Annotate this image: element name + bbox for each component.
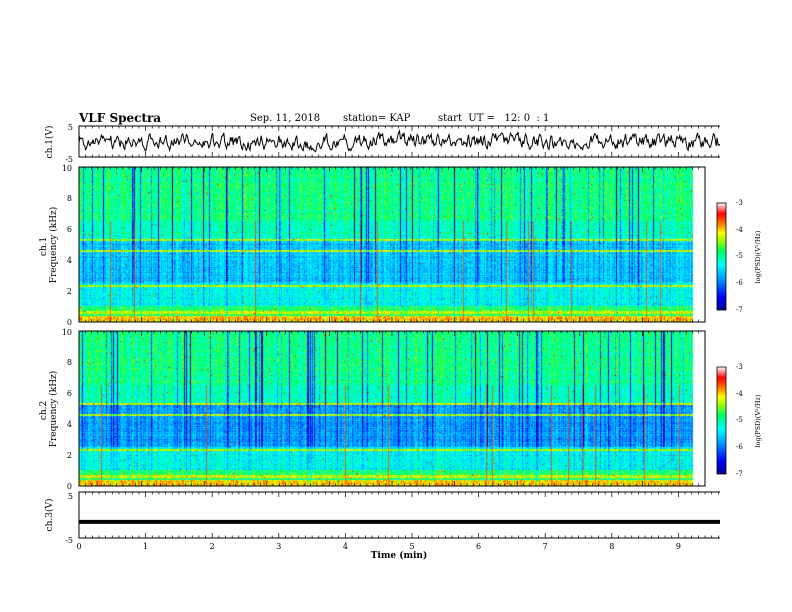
time-tick-label: 3 [276,542,281,551]
time-tick-label: 2 [210,542,215,551]
ch2-spec-xticks [78,331,706,486]
ch2-spec-ylabel-line2: Frequency (kHz) [48,371,59,448]
ch1-spec-ytick-0: 0 [67,318,72,327]
ch1-cbar-tick-m5: -5 [736,252,743,260]
ch2-spec-ytick-8: 8 [67,358,72,367]
ch1-xticks [78,126,719,157]
ch1-spec-ylabel-line1: ch.1 [39,237,49,256]
ch1-cbar-tick-m3: -3 [736,199,743,207]
ch2-cbar-tick-m3: -3 [736,363,743,371]
ch2-cbar-tick-m6: -6 [736,443,743,451]
ch2-cbar-label: log(PSD)(V²/Hz) [754,394,762,447]
ch1-spectrogram-panel [79,167,704,322]
time-tick-label: 9 [676,542,681,551]
ch1-spectrogram-axes: 0 2 4 6 8 10 ch.1 Frequency (kHz) [39,164,706,327]
ch2-cbar-tick-m4: -4 [736,390,743,398]
ch3-waveform-panel: 5 -5 ch.3(V) 012345678910 Time (min) [44,491,720,561]
ch1-waveform-line [78,129,720,153]
time-tick-label: 8 [609,542,614,551]
time-tick-label: 6 [476,542,481,551]
time-tick-label: 0 [76,542,81,551]
ch2-spectrogram-frame [78,330,706,487]
time-tick-label: 5 [409,542,414,551]
ch2-cbar-tick-m5: -5 [736,416,743,424]
header-start-ut: start UT = 12: 0 : 1 [438,113,550,124]
ch1-colorbar-gradient [716,202,727,311]
ch1-cbar-tick-m7: -7 [736,306,743,314]
ch1-spectrogram-frame [78,166,706,323]
ch1-spectrogram-heatmap [79,167,704,322]
time-axis-label: Time (min) [371,550,428,561]
ch1-cbar-label: log(PSD)(V²/Hz) [754,230,762,283]
ch1-spec-ytick-2: 2 [67,287,72,296]
ch1-colorbar: -3 -4 -5 -6 -7 log(PSD)(V²/Hz) [716,199,762,314]
ch2-spec-ytick-4: 4 [67,420,72,429]
time-tick-label: 1 [143,542,148,551]
svg-text:ch.1 Frequency (kHz): ch.1 Frequency (kHz) [39,207,59,284]
ch1-spec-ytick-6: 6 [67,225,72,234]
ch2-spectrogram-axes: 0 2 4 6 8 10 ch.2 Frequency (kHz) [39,328,706,491]
svg-text:ch.2 Frequency (kHz): ch.2 Frequency (kHz) [39,371,59,448]
time-axis-tick-labels: 012345678910 [76,542,681,551]
ch1-spec-xticks [78,167,706,322]
header-station: station= KAP [343,113,411,124]
ch3-waveform-frame [78,491,720,539]
ch2-spec-ytick-2: 2 [67,451,72,460]
ch2-spectrogram-panel [79,331,704,486]
ch3-ylabel: ch.3(V) [44,499,55,532]
ch2-spec-ylabel-line1: ch.2 [39,401,49,420]
ch2-spec-ytick-10: 10 [62,328,72,337]
ch2-cbar-tick-m7: -7 [736,470,743,478]
ch2-spectrogram-heatmap [79,331,704,486]
time-tick-label: 7 [543,542,548,551]
chart-title: VLF Spectra [79,111,162,125]
ch1-spec-ytick-8: 8 [67,194,72,203]
ch2-spec-ytick-0: 0 [67,482,72,491]
ch1-ytick-bottom: -5 [65,155,73,164]
ch3-xticks [78,492,719,538]
ch3-ytick-bottom: -5 [65,536,73,545]
ch2-colorbar-gradient [716,366,727,475]
ch1-cbar-tick-m6: -6 [736,279,743,287]
ch1-spec-ytick-10: 10 [62,164,72,173]
ch2-colorbar: -3 -4 -5 -6 -7 log(PSD)(V²/Hz) [716,363,762,478]
ch1-ylabel: ch.1(V) [44,126,55,159]
ch2-spec-ytick-6: 6 [67,389,72,398]
time-tick-label: 4 [343,542,348,551]
ch1-ytick-top: 5 [68,123,73,132]
ch1-cbar-tick-m4: -4 [736,226,743,234]
ch1-spec-ylabel-line2: Frequency (kHz) [48,207,59,284]
ch1-waveform-panel: 5 -5 ch.1(V) [44,123,720,164]
ch3-ytick-top: 5 [68,492,73,501]
header-date: Sep. 11, 2018 [250,113,321,124]
ch1-spec-ytick-4: 4 [67,256,72,265]
